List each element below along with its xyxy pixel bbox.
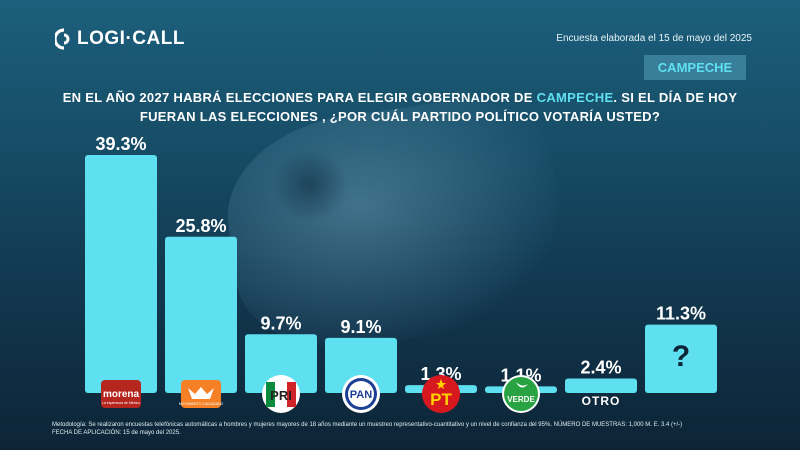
- pan-logo-text: PAN: [350, 389, 372, 401]
- question-text-line2: FUERAN LAS ELECCIONES , ¿POR CUÁL PARTID…: [139, 109, 661, 124]
- bar-6: [565, 378, 637, 393]
- value-label-3: 9.1%: [340, 317, 381, 337]
- value-label-6: 2.4%: [580, 357, 621, 377]
- morena-logo-subtext: La esperanza de México: [102, 401, 140, 405]
- bar-1: [165, 236, 237, 393]
- value-label-2: 9.7%: [260, 313, 301, 333]
- verde-toucan-shape: [516, 382, 528, 388]
- verde-logo-circle: [504, 377, 538, 411]
- methodology-line: Metodología: Se realizaron encuestas tel…: [52, 422, 683, 428]
- morena-logo-bg: [101, 380, 141, 408]
- question-text-part2: . SI EL DÍA DE HOY: [613, 90, 738, 105]
- verde-logo-text: VERDE: [507, 395, 535, 404]
- pt-logo-icon: PT: [422, 375, 460, 413]
- survey-question: EN EL AÑO 2027 HABRÁ ELECCIONES PARA ELE…: [40, 88, 760, 126]
- pan-logo-inner: [348, 381, 374, 407]
- pt-logo-text: PT: [430, 390, 452, 409]
- question-highlight: CAMPECHE: [536, 90, 614, 105]
- mc-logo-subtext: MOVIMIENTO CIUDADANO: [179, 402, 224, 406]
- brand-name: LOGI·CALL: [77, 28, 185, 49]
- pri-green-stripe: [266, 382, 275, 407]
- mc-eagle-shape: [188, 387, 214, 399]
- methodology-footer: Metodología: Se realizaron encuestas tel…: [52, 421, 752, 437]
- movimiento-ciudadano-logo-icon: MOVIMIENTO CIUDADANO: [179, 380, 224, 408]
- region-badge: CAMPECHE: [644, 55, 746, 80]
- pt-star-icon: [436, 379, 446, 389]
- category-label-otro: OTRO: [582, 394, 621, 408]
- application-date-line: FECHA DE APLICACIÓN: 15 de mayo del 2025…: [52, 430, 181, 436]
- logicall-logo-icon: [55, 28, 70, 50]
- value-label-0: 39.3%: [95, 134, 146, 154]
- flag-emblem-shadow: [270, 150, 350, 220]
- brand-logo: LOGI·CALL: [55, 28, 185, 50]
- pan-logo-icon: PAN: [342, 375, 380, 413]
- unknown-question-mark: ?: [672, 340, 690, 373]
- morena-logo-text: morena: [103, 389, 140, 400]
- pri-logo-icon: PRI: [262, 375, 300, 413]
- pri-red-stripe: [287, 382, 296, 407]
- bar-3: [325, 337, 397, 393]
- question-text-part1: EN EL AÑO 2027 HABRÁ ELECCIONES PARA ELE…: [62, 90, 537, 105]
- verde-logo-icon: VERDE: [502, 375, 540, 413]
- bar-2: [245, 334, 317, 393]
- bar-7: [645, 324, 717, 393]
- pri-logo-text: PRI: [270, 388, 292, 403]
- pt-logo-bg: [422, 375, 460, 413]
- bar-0: [85, 155, 157, 393]
- survey-date: Encuesta elaborada el 15 de mayo del 202…: [556, 33, 752, 44]
- value-label-7: 11.3%: [656, 304, 706, 324]
- value-label-1: 25.8%: [175, 216, 226, 236]
